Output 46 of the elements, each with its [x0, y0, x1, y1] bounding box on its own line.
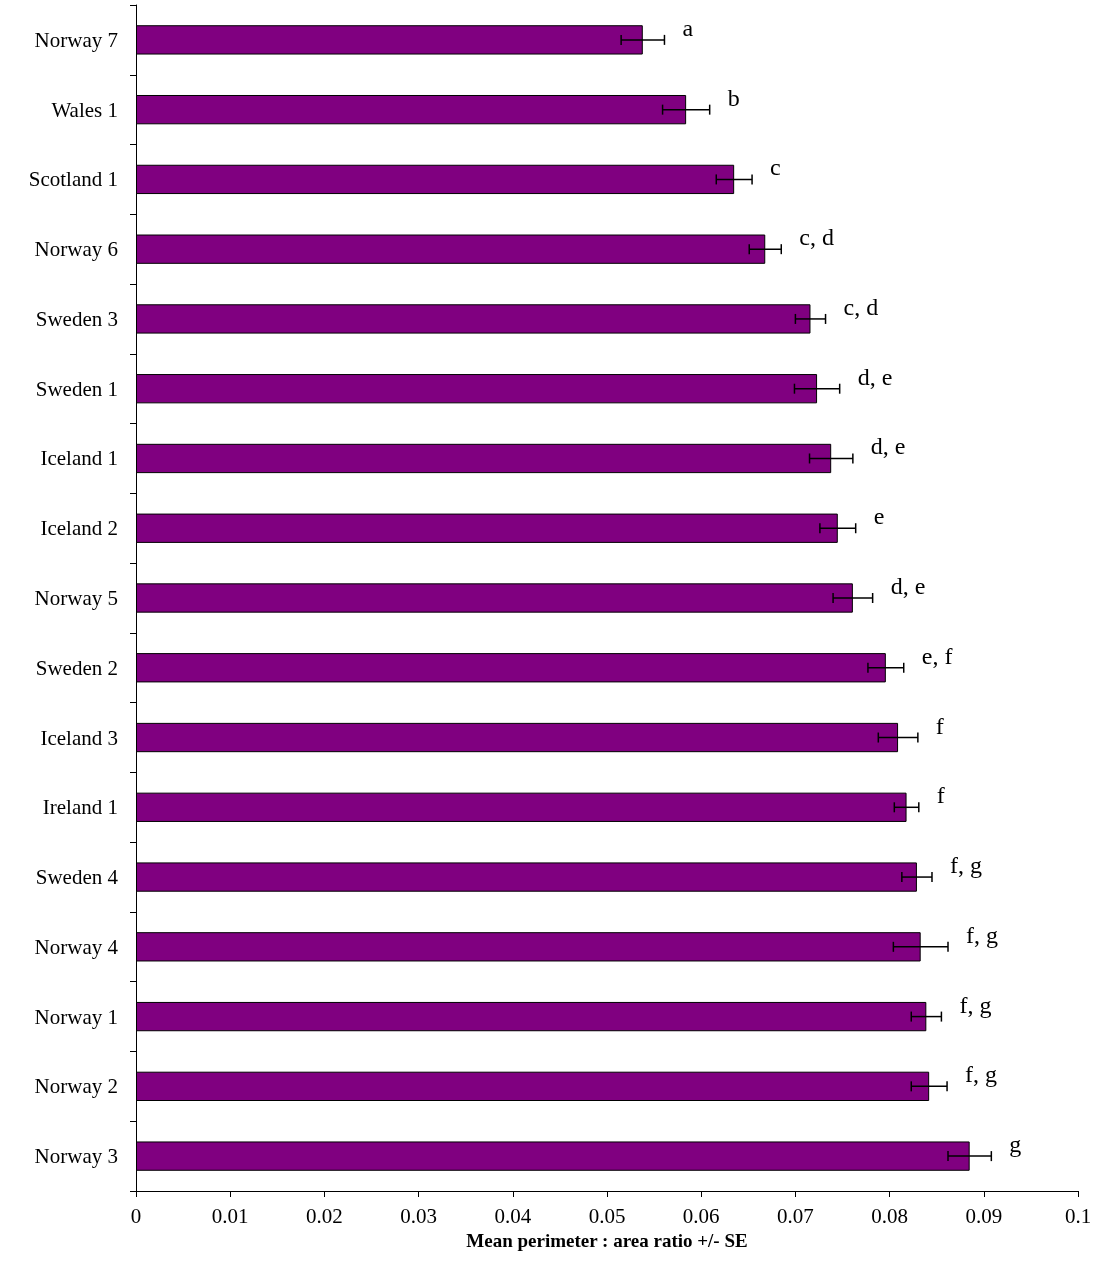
annotation: d, e	[870, 433, 906, 460]
y-tick-label: Wales 1	[51, 97, 118, 122]
y-tick-label: Norway 7	[34, 27, 118, 52]
annotation: f, g	[965, 1061, 998, 1088]
annotation: c, d	[843, 293, 879, 320]
annotation: f	[936, 782, 945, 809]
y-tick-label: Sweden 2	[35, 655, 118, 680]
y-tick-label: Norway 2	[34, 1074, 118, 1099]
x-tick-label: 0.06	[682, 1203, 720, 1228]
annotation: e, f	[921, 642, 953, 669]
y-tick-label: Norway 3	[34, 1144, 118, 1169]
annotation: b	[727, 84, 740, 111]
y-tick-label: Sweden 1	[35, 376, 118, 401]
y-tick-label: Norway 5	[34, 586, 118, 610]
annotation: d, e	[857, 363, 893, 390]
x-tick-label: 0.03	[400, 1203, 437, 1228]
y-tick-label: Norway 1	[34, 1004, 118, 1029]
x-tick-label: 0.02	[306, 1203, 343, 1228]
y-tick-label: Scotland 1	[28, 167, 118, 192]
y-tick-label: Sweden 3	[35, 306, 118, 331]
annotation: f, g	[966, 921, 998, 948]
annotation: e	[873, 503, 885, 530]
annotation: g	[1009, 1131, 1022, 1158]
annotation: f, g	[949, 852, 982, 879]
x-tick-label: 0.01	[211, 1203, 249, 1228]
y-tick-label: Norway 4	[34, 934, 119, 959]
y-tick-label: Sweden 4	[35, 865, 119, 890]
x-axis-title: Mean perimeter : area ratio +/- SE	[466, 1230, 748, 1251]
x-tick-label: 0.07	[777, 1203, 814, 1228]
annotation: f, g	[959, 991, 992, 1018]
annotation: c	[770, 154, 781, 181]
annotation: d, e	[890, 573, 926, 599]
y-tick-label: Iceland 2	[40, 516, 118, 541]
y-tick-label: Ireland 1	[42, 795, 118, 820]
x-tick-label: 0.08	[871, 1203, 908, 1228]
y-tick-label: Iceland 1	[40, 446, 118, 471]
x-tick-label: 0.04	[494, 1203, 532, 1228]
y-tick-label: Norway 6	[34, 237, 118, 262]
x-tick-label: 0.05	[588, 1203, 626, 1228]
y-tick-label: Iceland 3	[40, 725, 118, 750]
x-tick-label: 0.09	[965, 1203, 1003, 1228]
x-tick-label: 0	[130, 1203, 142, 1228]
annotation: f	[935, 712, 944, 739]
annotation: a	[682, 14, 694, 41]
x-tick-label: 0.1	[1064, 1203, 1092, 1228]
annotation: c, d	[799, 224, 834, 251]
